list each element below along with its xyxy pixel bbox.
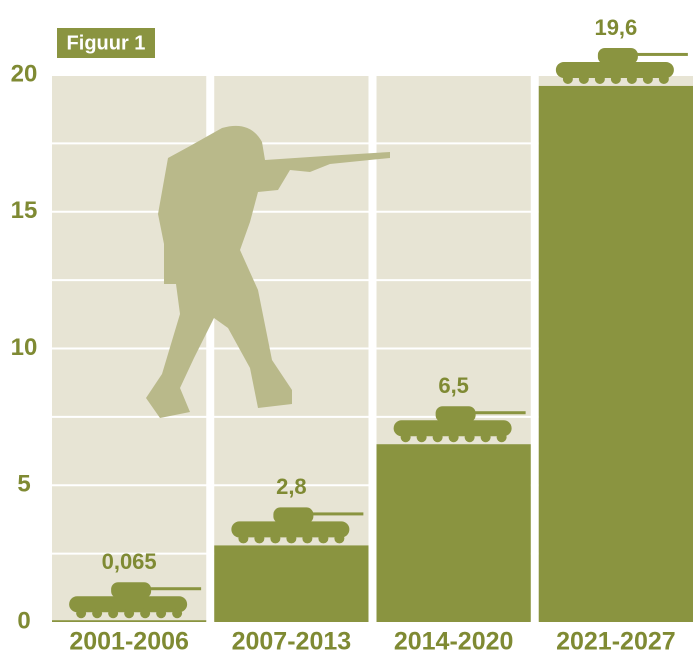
tank-hull	[393, 420, 512, 437]
bar	[52, 620, 207, 622]
tank-hull	[555, 61, 674, 78]
tank-icon	[231, 507, 364, 544]
title-box	[57, 28, 155, 58]
tank-turret	[111, 582, 152, 599]
bar	[214, 545, 369, 622]
x-tick-label: 2001-2006	[69, 628, 189, 656]
y-tick-label: 5	[17, 471, 30, 498]
tank-wheel	[594, 73, 605, 84]
tank-turret	[597, 47, 638, 64]
bar	[376, 444, 531, 622]
tank-icon	[555, 47, 688, 84]
tank-wheel	[658, 73, 669, 84]
tank-icon	[393, 406, 526, 443]
tank-wheel	[626, 73, 637, 84]
tank-wheel	[334, 533, 345, 544]
y-tick-label: 0	[17, 607, 30, 634]
x-tick-label: 2007-2013	[232, 628, 352, 656]
chart-title: Figuur 1	[67, 32, 146, 54]
tank-wheel	[172, 608, 183, 619]
tank-wheel	[416, 432, 427, 443]
tank-hull	[69, 596, 188, 613]
tank-wheel	[124, 608, 135, 619]
value-label: 19,6	[594, 15, 637, 40]
tank-wheel	[432, 432, 443, 443]
tank-gun	[635, 52, 688, 56]
tank-wheel	[76, 608, 87, 619]
tank-gun	[473, 411, 526, 415]
tank-wheel	[156, 608, 167, 619]
y-tick-label: 10	[11, 334, 38, 361]
tank-gun	[311, 512, 364, 516]
tank-wheel	[448, 432, 459, 443]
tank-wheel	[578, 73, 589, 84]
tank-wheel	[480, 432, 491, 443]
tank-wheel	[464, 432, 475, 443]
tank-wheel	[238, 533, 249, 544]
value-label: 6,5	[438, 373, 469, 398]
tank-wheel	[140, 608, 151, 619]
x-tick-label: 2021-2027	[556, 628, 676, 656]
tank-hull	[231, 521, 350, 538]
tank-wheel	[302, 533, 313, 544]
tank-wheel	[270, 533, 281, 544]
tank-wheel	[400, 432, 411, 443]
tank-gun	[149, 587, 202, 591]
tank-wheel	[108, 608, 119, 619]
x-tick-label: 2014-2020	[394, 628, 514, 656]
value-label: 0,065	[102, 549, 157, 574]
tank-wheel	[92, 608, 103, 619]
tank-wheel	[496, 432, 507, 443]
tank-turret	[435, 406, 476, 423]
tank-wheel	[254, 533, 265, 544]
tank-icon	[69, 582, 202, 619]
soldier-silhouette	[146, 125, 390, 418]
y-tick-label: 20	[11, 60, 38, 87]
tank-turret	[273, 507, 314, 524]
tank-wheel	[286, 533, 297, 544]
bar	[538, 85, 693, 622]
tank-wheel	[318, 533, 329, 544]
tank-wheel	[610, 73, 621, 84]
value-label: 2,8	[276, 474, 307, 499]
y-tick-label: 15	[11, 197, 38, 224]
tank-wheel	[562, 73, 573, 84]
tank-wheel	[642, 73, 653, 84]
